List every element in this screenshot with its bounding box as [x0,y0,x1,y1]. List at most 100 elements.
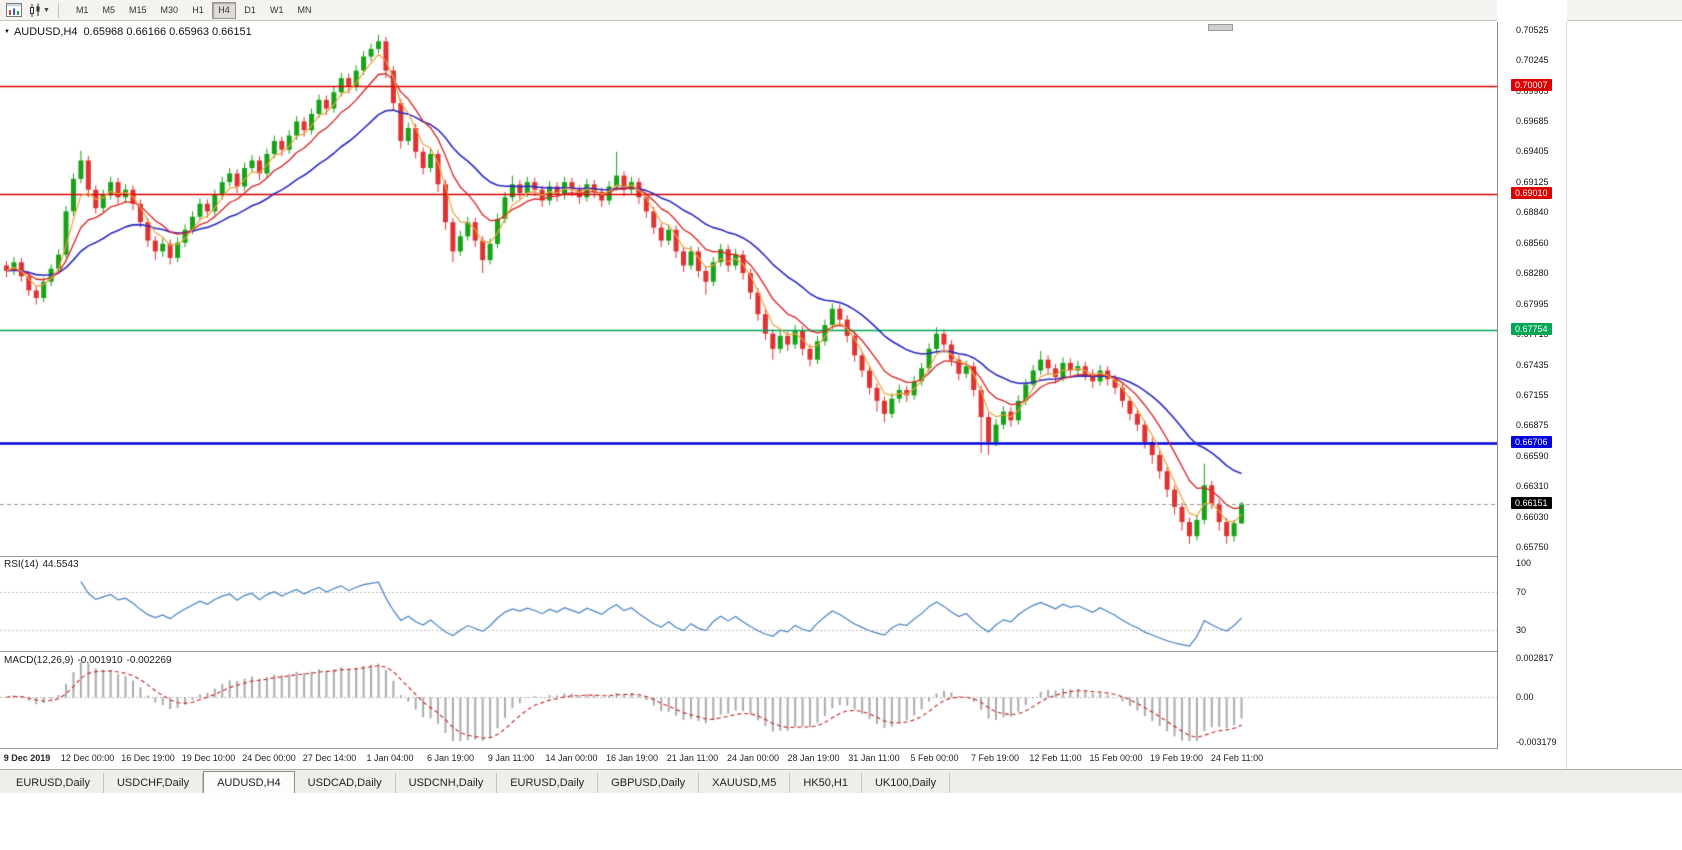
rsi-axis-label: 70 [1516,586,1527,597]
panel-divider[interactable] [0,651,1566,652]
chart-tab-xauusd-m5[interactable]: XAUUSD,M5 [699,773,791,793]
time-axis-label: 31 Jan 11:00 [848,753,900,763]
timeframe-button-h4[interactable]: H4 [212,1,236,19]
hline-price-label: 0.69010 [1511,187,1552,200]
macd-signal-value: -0.002269 [126,655,172,666]
price-tick-label: 0.66310 [1516,481,1549,492]
time-axis-label: 16 Jan 19:00 [605,753,659,763]
price-tick-label: 0.68560 [1516,237,1549,248]
time-axis-label: 15 Feb 00:00 [1089,753,1143,763]
chart-region: ▼ AUDUSD,H4 0.65968 0.66166 0.65963 0.66… [0,0,1567,793]
time-axis-label: 27 Dec 14:00 [302,753,357,763]
price-tick-label: 0.67155 [1516,389,1549,400]
chart-scrollbar-thumb[interactable] [1208,24,1233,31]
chart-tab-bar: EURUSD,Daily USDCHF,Daily AUDUSD,H4 USDCAD,… [0,769,1682,793]
time-axis[interactable]: 9 Dec 2019 12 Dec 00:00 16 Dec 19:00 19 Dec… [0,749,1566,769]
time-axis-label: 16 Dec 19:00 [121,753,175,763]
time-axis-label: 14 Jan 00:00 [545,753,598,763]
chart-window-border [1566,22,1567,769]
time-axis-label: 19 Dec 10:00 [181,753,236,763]
chart-tab-usdchf-daily[interactable]: USDCHF,Daily [104,773,204,793]
chart-tab-uk100-daily[interactable]: UK100,Daily [862,773,951,793]
timeframe-button-h1[interactable]: H1 [192,5,204,15]
time-axis-label: 9 Dec 2019 [3,753,51,763]
macd-axis-label: -0.003179 [1516,736,1557,747]
panel-divider[interactable] [0,556,1566,557]
time-axis-label: 21 Jan 11:00 [666,753,719,763]
timeframe-button-m15[interactable]: M15 [128,5,147,15]
time-axis-label: 6 Jan 19:00 [426,753,475,763]
rsi-indicator-value: 44.5543 [42,559,79,570]
price-tick-label: 0.66590 [1516,451,1549,462]
time-axis-label: 12 Dec 00:00 [60,753,115,763]
time-axis-label: 12 Feb 11:00 [1029,753,1082,763]
macd-axis-label: 0.002817 [1516,652,1554,663]
toolbar: ▼ M1 M5 M15 M30 H1 H4 D1 W1 MN [0,0,1682,21]
price-tick-label: 0.70525 [1516,25,1549,35]
price-tick-label: 0.68280 [1516,268,1549,279]
chart-symbol-period: AUDUSD,H4 [13,26,78,38]
timeframe-toolbar: M1 M5 M15 M30 H1 H4 D1 W1 MN [70,1,320,19]
price-axis-border [1497,22,1498,749]
timeframe-button-d1[interactable]: D1 [244,5,256,15]
time-axis-label: 1 Jan 04:00 [366,753,414,763]
rsi-indicator-canvas[interactable] [0,557,1497,651]
hline-price-label: 0.70007 [1511,79,1552,92]
macd-indicator-name: MACD(12,26,9) [4,655,74,666]
price-tick-label: 0.70245 [1516,55,1549,66]
price-tick-label: 0.65750 [1516,542,1549,552]
price-tick-label: 0.69685 [1516,115,1549,126]
price-tick-label: 0.69125 [1516,176,1549,187]
chart-window-icon[interactable] [3,2,25,19]
hline-price-label: 0.66706 [1511,436,1552,449]
chart-tab-hk50-h1[interactable]: HK50,H1 [790,773,862,793]
chart-tab-eurusd-daily[interactable]: EURUSD,Daily [3,773,104,793]
time-axis-label: 5 Feb 00:00 [910,753,959,763]
time-axis-label: 24 Dec 00:00 [242,753,296,763]
toolbar-separator [57,2,59,18]
time-axis-label: 9 Jan 11:00 [487,753,535,763]
price-tick-label: 0.69405 [1516,146,1549,157]
timeframe-button-m30[interactable]: M30 [160,5,178,15]
timeframe-button-m5[interactable]: M5 [102,5,115,15]
time-axis-label: 28 Jan 19:00 [787,753,840,763]
chart-tab-eurusd-daily[interactable]: EURUSD,Daily [497,773,599,793]
chart-ohlc-values: 0.65968 0.66166 0.65963 0.66151 [83,26,252,38]
hline-price-label: 0.67754 [1511,323,1552,336]
price-tick-label: 0.67995 [1516,298,1549,309]
symbol-triangle-icon: ▼ [4,29,10,35]
candlestick-icon-glyph [30,3,40,17]
rsi-label: RSI(14) 44.5543 [4,559,83,570]
current-price-label: 0.66151 [1511,496,1552,509]
rsi-axis-label: 30 [1516,624,1527,635]
price-tick-label: 0.66030 [1516,511,1549,522]
chart-tab-usdcad-daily[interactable]: USDCAD,Daily [295,773,396,793]
panel-divider [0,748,1566,749]
chart-title: ▼ AUDUSD,H4 0.65968 0.66166 0.65963 0.66… [4,26,252,38]
macd-indicator-canvas[interactable] [0,652,1497,748]
macd-axis-label: 0.00 [1516,692,1534,702]
timeframe-button-w1[interactable]: W1 [270,5,284,15]
price-tick-label: 0.66875 [1516,420,1549,431]
price-tick-label: 0.68840 [1516,207,1549,218]
price-axis[interactable]: 0.705250.702450.699650.696850.694050.691… [1497,0,1567,793]
chevron-down-icon: ▼ [43,6,50,14]
macd-label: MACD(12,26,9) -0.001910 -0.002269 [4,655,176,666]
chart-tab-usdcnh-daily[interactable]: USDCNH,Daily [396,773,498,793]
chart-tab-gbpusd-daily[interactable]: GBPUSD,Daily [598,773,700,793]
timeframe-button-mn[interactable]: MN [297,5,312,15]
time-axis-label: 24 Jan 00:00 [726,753,780,763]
rsi-indicator-name: RSI(14) [4,559,39,570]
macd-main-value: -0.001910 [77,655,123,666]
rsi-axis-label: 100 [1516,558,1532,568]
time-axis-label: 19 Feb 19:00 [1149,753,1204,763]
price-chart-canvas[interactable] [0,22,1497,556]
chart-tab-audusd-h4[interactable]: AUDUSD,H4 [203,771,295,793]
time-axis-label: 7 Feb 19:00 [970,753,1020,763]
price-tick-label: 0.67435 [1516,359,1549,370]
chart-window-icon-glyph [6,3,22,17]
chart-type-candlestick-icon[interactable]: ▼ [25,2,53,19]
time-axis-label: 24 Feb 11:00 [1210,753,1264,763]
timeframe-button-m1[interactable]: M1 [75,5,89,15]
